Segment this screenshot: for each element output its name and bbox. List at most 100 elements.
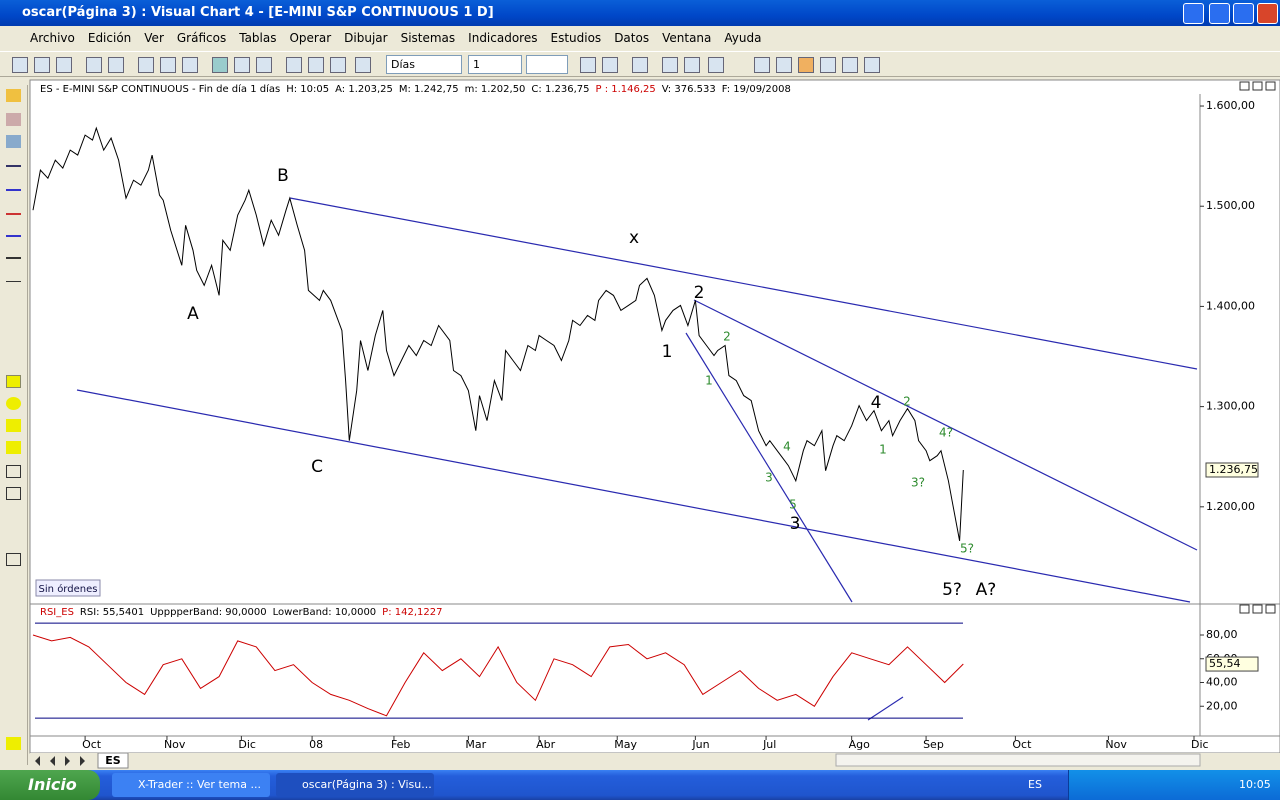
menu-item[interactable]: Ver: [144, 31, 164, 45]
menu-item[interactable]: Archivo: [30, 31, 75, 45]
diamond-tool[interactable]: [6, 441, 21, 454]
window4-button[interactable]: [820, 57, 836, 73]
line-tool[interactable]: [6, 165, 21, 178]
language[interactable]: ES: [1028, 778, 1042, 791]
zoom-out-button[interactable]: [580, 57, 596, 73]
bars-button[interactable]: [86, 57, 102, 73]
wave-label: 3?: [911, 476, 925, 490]
save-button[interactable]: [34, 57, 50, 73]
header-field: LowerBand: 10,0000: [273, 607, 377, 618]
fibo-tool[interactable]: [6, 487, 21, 500]
select-button[interactable]: [662, 57, 678, 73]
orders-label[interactable]: Sin órdenes: [39, 583, 98, 595]
channel-tool[interactable]: [6, 257, 21, 270]
wave-label: B: [277, 166, 289, 186]
x-tick-label: Abr: [536, 738, 556, 751]
link-button[interactable]: [212, 57, 228, 73]
folder-button[interactable]: [138, 57, 154, 73]
task-button[interactable]: oscar(Página 3) : Visu...: [276, 773, 434, 797]
panel-minimize[interactable]: [1239, 604, 1250, 614]
orders-box[interactable]: [35, 579, 101, 597]
wave-label: 3: [790, 514, 801, 534]
window5-button[interactable]: [842, 57, 858, 73]
last-value-box: [1205, 656, 1259, 672]
text-tool[interactable]: [6, 553, 21, 566]
window2-button[interactable]: [776, 57, 792, 73]
menu-item[interactable]: Dibujar: [344, 31, 388, 45]
zoom-in-button[interactable]: [602, 57, 618, 73]
close-button[interactable]: [1257, 3, 1278, 24]
task-button[interactable]: X-Trader :: Ver tema ...: [112, 773, 270, 797]
wave-label: x: [629, 228, 639, 248]
start-button[interactable]: Inicio: [0, 770, 100, 800]
minimize-button[interactable]: [1183, 3, 1204, 24]
ellipse-tool[interactable]: [6, 397, 21, 410]
count-combo[interactable]: 1: [468, 55, 522, 74]
menu-item[interactable]: Tablas: [239, 31, 277, 45]
menu-item[interactable]: Ventana: [662, 31, 712, 45]
tool[interactable]: [6, 135, 21, 148]
fit-button[interactable]: [632, 57, 648, 73]
maximize-button[interactable]: [1209, 3, 1230, 24]
panel-maximize[interactable]: [1252, 81, 1263, 91]
tool[interactable]: [6, 737, 21, 750]
period-combo[interactable]: Días: [386, 55, 462, 74]
window-button[interactable]: [754, 57, 770, 73]
panel-close[interactable]: [1265, 604, 1276, 614]
wave-label: 1: [705, 374, 713, 388]
panel-close[interactable]: [1265, 81, 1276, 91]
wave-label: A?: [976, 580, 997, 600]
header-field: F: 19/09/2008: [722, 84, 791, 95]
folder2-button[interactable]: [160, 57, 176, 73]
fibo-tool[interactable]: [6, 465, 21, 478]
rect-tool[interactable]: [6, 375, 21, 388]
hline-tool[interactable]: [6, 281, 21, 294]
window3-button[interactable]: [798, 57, 814, 73]
menu-item[interactable]: Gráficos: [176, 31, 227, 45]
pointer-tool[interactable]: [6, 89, 21, 102]
tab-label[interactable]: ES: [105, 754, 121, 767]
tool-button[interactable]: [234, 57, 250, 73]
header-field: A: 1.203,25: [335, 84, 393, 95]
restore-button[interactable]: [1233, 3, 1254, 24]
props3-button[interactable]: [330, 57, 346, 73]
fill-button[interactable]: [684, 57, 700, 73]
tool[interactable]: [6, 113, 21, 126]
menu-item[interactable]: Sistemas: [400, 31, 456, 45]
line-tool[interactable]: [6, 213, 21, 226]
props2-button[interactable]: [308, 57, 324, 73]
panel-maximize[interactable]: [1252, 604, 1263, 614]
pen-button[interactable]: [708, 57, 724, 73]
style-combo[interactable]: [526, 55, 568, 74]
tab[interactable]: [97, 752, 129, 769]
menu-item[interactable]: Indicadores: [468, 31, 538, 45]
tool2-button[interactable]: [256, 57, 272, 73]
open-button[interactable]: [12, 57, 28, 73]
tab-arrows[interactable]: [35, 756, 85, 766]
line-tool[interactable]: [6, 235, 21, 248]
panel-minimize[interactable]: [1239, 81, 1250, 91]
price-line: [32, 634, 964, 717]
save-all-button[interactable]: [56, 57, 72, 73]
menu-item[interactable]: Edición: [87, 31, 132, 45]
header-field: M: 1.242,75: [399, 84, 459, 95]
x-tick-label: Nov: [164, 738, 186, 751]
scrollbar[interactable]: [835, 753, 1201, 767]
title-bar: oscar(Página 3) : Visual Chart 4 - [E-MI…: [0, 0, 1280, 26]
triangle-tool[interactable]: [6, 419, 21, 432]
menu-bar: Archivo Edición Ver Gráficos Tablas Operar Dib…: [0, 27, 1280, 49]
rsi-panel: [29, 603, 1280, 737]
menu-item[interactable]: Operar: [289, 31, 332, 45]
header-field: m: 1.202,50: [465, 84, 526, 95]
x-tick-label: Dic: [238, 738, 256, 751]
menu-item[interactable]: Estudios: [550, 31, 602, 45]
menu-item[interactable]: Ayuda: [724, 31, 762, 45]
y-tick-label: 1.400,00: [1206, 299, 1255, 312]
folder3-button[interactable]: [182, 57, 198, 73]
cursor-button[interactable]: [355, 57, 371, 73]
props-button[interactable]: [286, 57, 302, 73]
window6-button[interactable]: [864, 57, 880, 73]
bars2-button[interactable]: [108, 57, 124, 73]
menu-item[interactable]: Datos: [614, 31, 650, 45]
line-tool[interactable]: [6, 189, 21, 202]
